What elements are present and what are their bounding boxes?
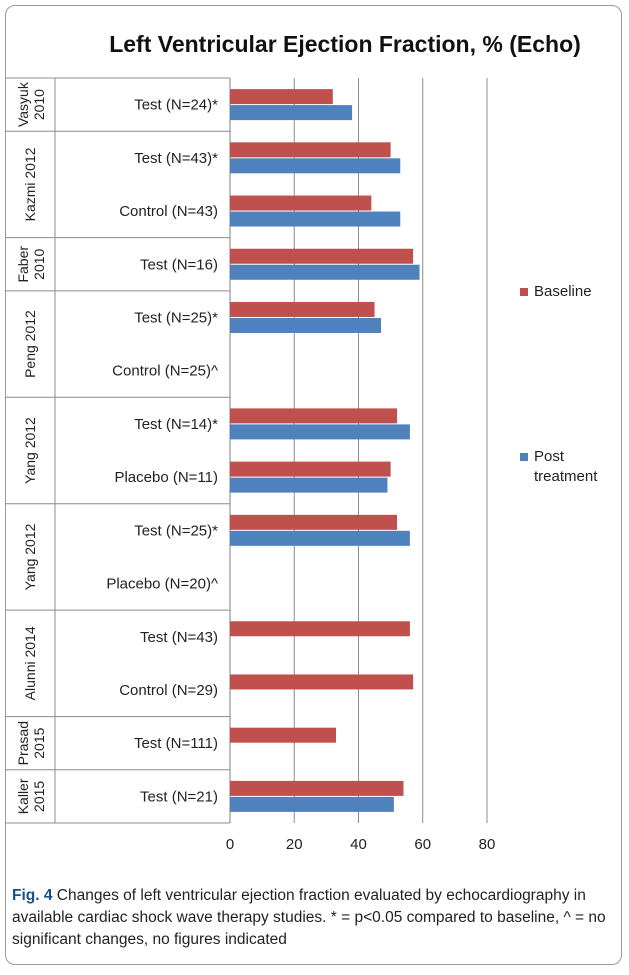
group-label: Vasyuk2010 — [15, 81, 47, 127]
category-label: Test (N=24)* — [134, 97, 218, 114]
bar-baseline — [230, 461, 391, 477]
figure-caption: Fig. 4 Changes of left ventricular eject… — [12, 885, 612, 951]
bar-post-treatment — [230, 796, 394, 812]
category-label: Control (N=29) — [119, 682, 218, 699]
bar-post-treatment — [230, 477, 388, 493]
bar-baseline — [230, 621, 410, 637]
legend-swatch-post — [520, 453, 528, 461]
x-tick-label: 80 — [479, 836, 496, 853]
group-label: Yang 2012 — [22, 417, 38, 484]
group-label: Kaller2015 — [15, 778, 47, 814]
category-label: Test (N=25)* — [134, 522, 218, 539]
category-label: Test (N=21) — [140, 788, 218, 805]
group-label: Peng 2012 — [22, 310, 38, 378]
chart: Left Ventricular Ejection Fraction, % (E… — [5, 31, 598, 853]
bar-baseline — [230, 727, 337, 743]
group-label: Prasad2015 — [15, 721, 47, 765]
category-label: Test (N=14)* — [134, 416, 218, 433]
bar-post-treatment — [230, 158, 401, 174]
bar-baseline — [230, 301, 375, 317]
category-label: Placebo (N=20)^ — [106, 576, 218, 593]
bar-post-treatment — [230, 264, 420, 280]
bar-baseline — [230, 408, 398, 424]
category-label: Control (N=43) — [119, 203, 218, 220]
legend-label-post: Post treatment — [534, 448, 598, 485]
x-tick-label: 0 — [226, 836, 234, 853]
chart-title: Left Ventricular Ejection Fraction, % (E… — [109, 31, 581, 57]
x-tick-label: 60 — [414, 836, 431, 853]
category-label: Placebo (N=11) — [114, 469, 218, 486]
category-label: Control (N=25)^ — [112, 363, 218, 380]
bar-baseline — [230, 248, 414, 264]
group-label: Faber2010 — [15, 246, 47, 283]
category-label: Test (N=43) — [140, 629, 218, 646]
bar-baseline — [230, 89, 333, 105]
bar-baseline — [230, 514, 398, 530]
chart-frame — [5, 5, 622, 965]
figure-label: Fig. 4 — [12, 887, 53, 904]
group-label: Yang 2012 — [22, 523, 38, 590]
category-label: Test (N=16) — [140, 256, 218, 273]
category-label: Test (N=25)* — [134, 309, 218, 326]
caption-text: Changes of left ventricular ejection fra… — [12, 887, 606, 948]
bar-post-treatment — [230, 424, 410, 440]
bar-baseline — [230, 195, 372, 211]
legend-label-baseline: Baseline — [534, 283, 592, 300]
group-label: Alunni 2014 — [22, 626, 38, 700]
bar-baseline — [230, 674, 414, 690]
legend-swatch-baseline — [520, 288, 528, 296]
bar-post-treatment — [230, 317, 381, 333]
bar-baseline — [230, 142, 391, 158]
group-label: Kazmi 2012 — [22, 147, 38, 221]
bar-post-treatment — [230, 530, 410, 546]
bar-post-treatment — [230, 105, 353, 121]
x-tick-label: 20 — [286, 836, 303, 853]
bar-post-treatment — [230, 211, 401, 227]
x-tick-label: 40 — [350, 836, 367, 853]
category-label: Test (N=111) — [134, 735, 218, 752]
category-label: Test (N=43)* — [134, 150, 218, 167]
bar-baseline — [230, 780, 404, 796]
